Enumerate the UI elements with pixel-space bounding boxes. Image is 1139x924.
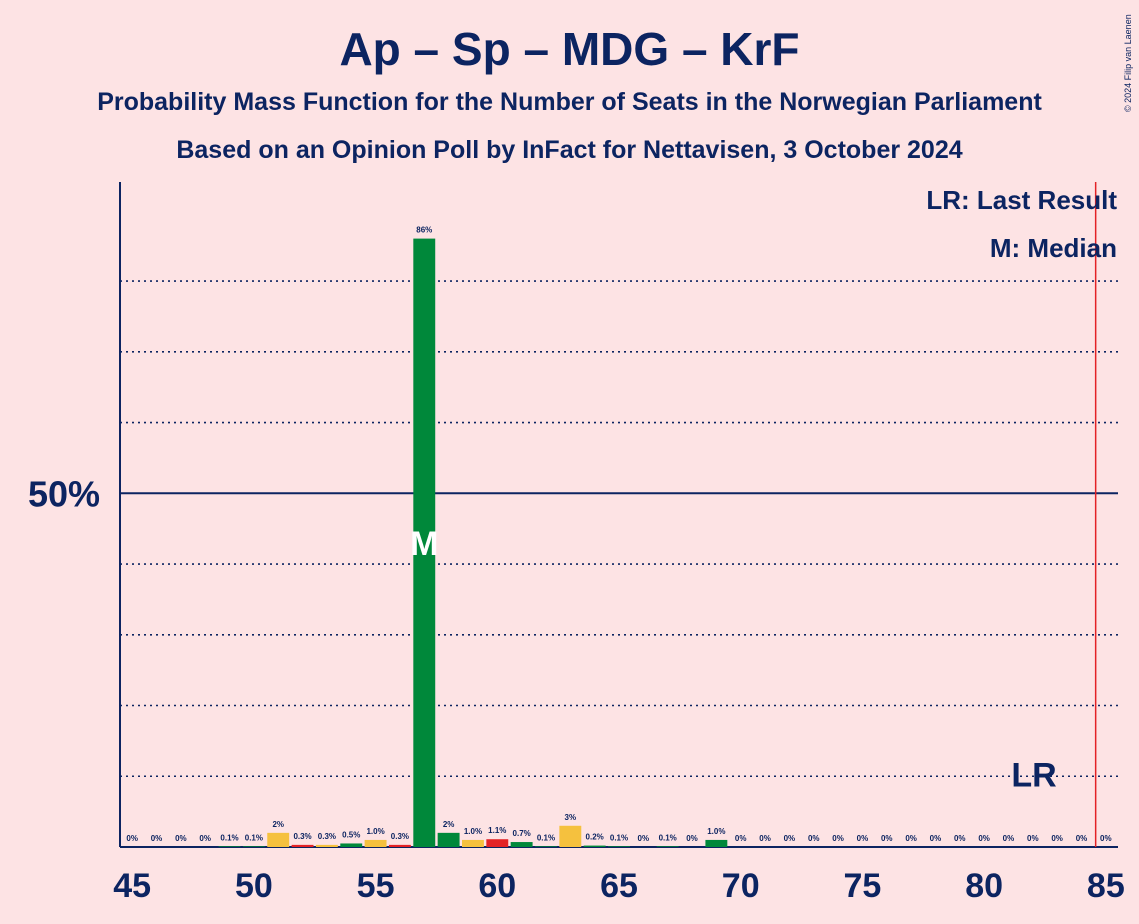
x-tick-label: 70	[722, 867, 760, 905]
bar-value-label: 0%	[881, 834, 893, 843]
bar-value-label: 0.5%	[342, 830, 360, 839]
bar-seat-58	[437, 832, 460, 847]
bar-value-label: 0%	[1100, 834, 1112, 843]
bar-seat-52	[291, 844, 314, 847]
chart-subtitle-poll: Based on an Opinion Poll by InFact for N…	[176, 136, 963, 164]
bar-seat-61	[510, 842, 533, 847]
bar-seat-65	[608, 846, 630, 847]
x-tick-label: 50	[235, 867, 273, 905]
chart-title: Ap – Sp – MDG – KrF	[339, 23, 800, 75]
bar-value-label: 0%	[954, 834, 966, 843]
bar-value-label: 0%	[832, 834, 844, 843]
bar-seat-60	[486, 839, 509, 847]
bar-value-label: 0%	[638, 834, 650, 843]
bar-value-label: 0%	[199, 834, 211, 843]
bar-value-label: 0%	[759, 834, 771, 843]
bar-value-label: 0%	[930, 834, 942, 843]
bar-value-label: 0%	[1027, 834, 1039, 843]
bar-value-label: 3%	[565, 813, 577, 822]
x-tick-label: 45	[113, 867, 151, 905]
bar-seat-62	[535, 846, 557, 847]
bar-value-label: 0%	[1051, 834, 1063, 843]
bar-value-label: 0.3%	[391, 832, 409, 841]
bar-value-label: 0%	[735, 834, 747, 843]
bar-seat-54	[340, 843, 363, 847]
bar-value-label: 86%	[416, 226, 432, 235]
bar-value-label: 0.3%	[293, 832, 311, 841]
bar-seat-63	[559, 825, 582, 847]
bar-value-label: 0%	[175, 834, 187, 843]
bar-value-label: 0%	[784, 834, 796, 843]
x-tick-label: 80	[965, 867, 1003, 905]
chart-subtitle: Probability Mass Function for the Number…	[97, 88, 1042, 116]
bar-value-label: 1.0%	[366, 827, 384, 836]
bar-value-label: 0%	[126, 834, 138, 843]
bar-seat-69	[705, 839, 728, 847]
bar-value-label: 0.7%	[513, 829, 531, 838]
bar-value-label: 0%	[1076, 834, 1088, 843]
bar-value-label: 0%	[978, 834, 990, 843]
bar-value-label: 0.1%	[245, 833, 263, 842]
bar-value-label: 1.0%	[464, 827, 482, 836]
x-tick-label: 85	[1087, 867, 1125, 905]
median-marker: M	[410, 525, 438, 563]
legend-median: M: Median	[990, 233, 1117, 263]
bar-value-label: 0.1%	[610, 833, 628, 842]
bar-value-label: 0%	[151, 834, 163, 843]
bar-value-label: 0.2%	[586, 833, 604, 842]
bar-value-label: 2%	[443, 820, 455, 829]
bar-seat-56	[388, 844, 411, 847]
x-tick-label: 60	[478, 867, 516, 905]
bar-value-label: 1.0%	[707, 827, 725, 836]
bar-seat-57	[413, 238, 436, 847]
bar-seat-59	[461, 839, 484, 847]
bar-seat-51	[267, 832, 290, 847]
bar-value-label: 0%	[905, 834, 917, 843]
bar-value-label: 0.1%	[537, 833, 555, 842]
x-tick-label: 65	[600, 867, 638, 905]
last-result-marker: LR	[1011, 756, 1056, 794]
bar-value-label: 1.1%	[488, 826, 506, 835]
x-tick-label: 75	[844, 867, 882, 905]
bar-seat-67	[656, 846, 679, 847]
bar-value-label: 0%	[808, 834, 820, 843]
bar-value-label: 2%	[272, 820, 284, 829]
bar-seat-49	[218, 846, 241, 847]
bar-value-label: 0.1%	[220, 833, 238, 842]
bar-value-label: 0%	[686, 834, 698, 843]
bar-value-label: 0%	[857, 834, 869, 843]
bar-seat-64	[583, 845, 606, 847]
legend-last-result: LR: Last Result	[926, 185, 1117, 215]
x-tick-label: 55	[357, 867, 395, 905]
bar-seat-53	[315, 844, 338, 847]
bar-value-label: 0.1%	[659, 833, 677, 842]
bar-seat-55	[364, 839, 387, 847]
bar-seat-50	[242, 846, 265, 847]
bar-value-label: 0%	[1003, 834, 1015, 843]
y-tick-label: 50%	[28, 473, 100, 514]
bar-value-label: 0.3%	[318, 832, 336, 841]
